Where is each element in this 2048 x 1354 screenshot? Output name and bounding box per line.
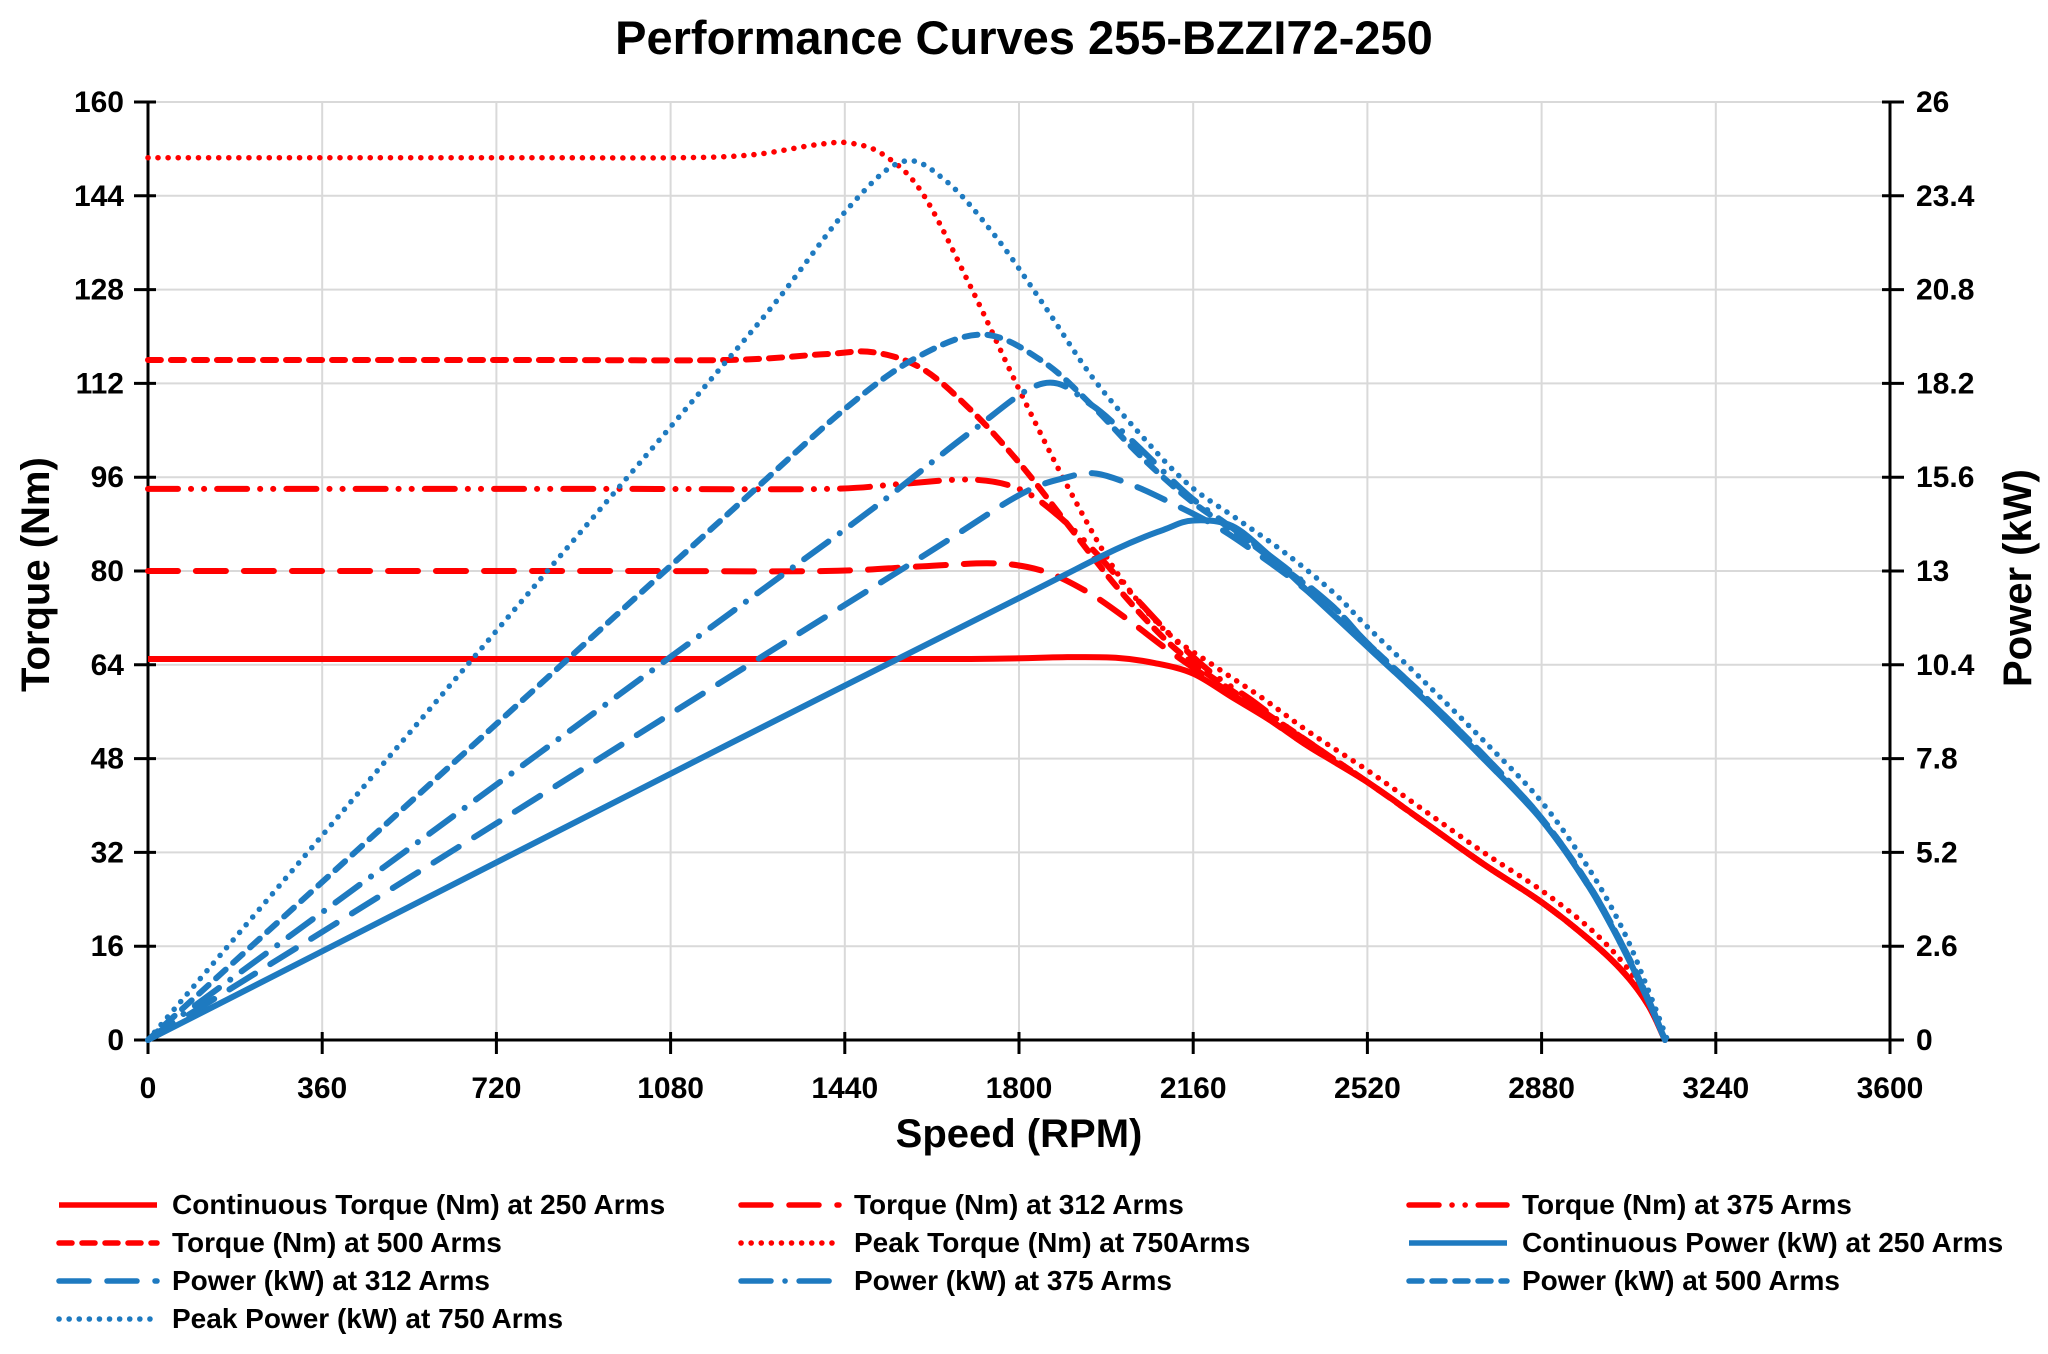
legend-label: Torque (Nm) at 312 Arms [854,1189,1184,1220]
y-right-tick-label: 0 [1916,1024,1933,1057]
y-right-tick-label: 23.4 [1916,180,1975,213]
legend-item-torque-312: Torque (Nm) at 312 Arms [738,1189,1406,1221]
y-left-tick-label: 96 [91,461,124,494]
legend-label: Peak Power (kW) at 750 Arms [172,1303,564,1334]
y-left-tick-label: 128 [74,274,124,307]
y-right-tick-label: 26 [1916,86,1949,119]
y-left-tick-label: 32 [91,836,124,869]
legend-item-torque-500: Torque (Nm) at 500 Arms [56,1227,738,1259]
legend-item-torque-375: Torque (Nm) at 375 Arms [1406,1189,2006,1221]
legend-item-power-375: Power (kW) at 375 Arms [738,1265,1406,1297]
legend-label: Continuous Power (kW) at 250 Arms [1522,1227,2004,1258]
x-axis-title: Speed (RPM) [895,1112,1143,1156]
legend-key-dash-dot-dot-line-icon [1406,1202,1510,1208]
legend-key-dot-line-icon [56,1316,160,1322]
x-tick-label: 3600 [1857,1072,1924,1105]
series-power-312 [145,470,1668,1043]
y-left-tick-label: 0 [107,1024,124,1057]
x-tick-label: 0 [140,1072,157,1105]
legend-key-dash-dot-line-icon [738,1278,842,1284]
legend-item-peak-torque-750: Peak Torque (Nm) at 750Arms [738,1227,1406,1259]
series-continuous-power-250 [146,517,1668,1043]
series-peak-power-750 [145,157,1671,1043]
y-left-tick-label: 112 [76,367,124,400]
legend-label: Power (kW) at 312 Arms [172,1265,490,1296]
legend-key-solid-line-icon [1409,1240,1507,1246]
legend-item-power-312: Power (kW) at 312 Arms [56,1265,738,1297]
y-right-tick-label: 20.8 [1916,274,1974,307]
x-tick-label: 1080 [637,1072,704,1105]
series-peak-torque-750 [145,139,1668,1043]
axes: 0 360 720 1080 1440 1800 2160 2520 2880 3240 36000… [74,86,1975,1105]
legend-item-continuous-torque-250: Continuous Torque (Nm) at 250 Arms [56,1189,738,1221]
legend-key-long-dash-line-icon [56,1278,160,1284]
series-torque-312 [145,560,1668,1043]
chart-title: Performance Curves 255-BZZI72-250 [615,11,1433,64]
x-tick-label: 2880 [1508,1072,1575,1105]
y-right-tick-label: 2.6 [1916,930,1958,963]
legend-key-short-dash-line-icon [56,1240,160,1246]
x-tick-label: 2160 [1160,1072,1227,1105]
series-group [145,139,1671,1043]
y-left-tick-label: 48 [91,743,124,776]
series-power-375 [145,379,1668,1043]
legend-item-power-500: Power (kW) at 500 Arms [1406,1265,2006,1297]
series-power-500 [145,331,1668,1043]
x-tick-label: 720 [471,1072,521,1105]
x-tick-label: 1440 [811,1072,878,1105]
legend: Continuous Torque (Nm) at 250 Arms Torque… [56,1186,2006,1338]
y-right-tick-label: 10.4 [1916,649,1975,682]
legend-item-peak-power-750: Peak Power (kW) at 750 Arms [56,1303,738,1335]
legend-label: Torque (Nm) at 500 Arms [172,1227,502,1258]
y-left-tick-label: 144 [74,180,124,213]
y-left-tick-label: 80 [91,555,124,588]
x-tick-label: 3240 [1682,1072,1749,1105]
x-tick-label: 1800 [986,1072,1053,1105]
legend-label: Continuous Torque (Nm) at 250 Arms [172,1189,666,1220]
y-right-tick-label: 18.2 [1916,367,1974,400]
y-right-tick-label: 15.6 [1916,461,1974,494]
legend-label: Power (kW) at 500 Arms [1522,1265,1840,1296]
x-tick-label: 360 [297,1072,347,1105]
y-left-tick-label: 16 [91,930,124,963]
legend-label: Torque (Nm) at 375 Arms [1522,1189,1852,1220]
y-axis-left-title: Torque (Nm) [14,457,58,692]
y-right-tick-label: 7.8 [1916,743,1958,776]
legend-label: Power (kW) at 375 Arms [854,1265,1172,1296]
legend-key-dot-line-icon [738,1240,842,1246]
y-axis-right-title: Power (kW) [1996,469,2040,687]
legend-key-solid-line-icon [59,1202,157,1208]
x-tick-label: 2520 [1334,1072,1401,1105]
legend-item-continuous-power-250: Continuous Power (kW) at 250 Arms [1406,1227,2006,1259]
y-left-tick-label: 64 [91,649,125,682]
series-torque-500 [145,348,1668,1043]
y-right-tick-label: 5.2 [1916,836,1958,869]
legend-key-short-dash-line-icon [1406,1278,1510,1284]
y-left-tick-label: 160 [74,86,124,119]
legend-key-long-dash-line-icon [738,1202,842,1208]
legend-label: Peak Torque (Nm) at 750Arms [854,1227,1251,1258]
y-right-tick-label: 13 [1916,555,1949,588]
